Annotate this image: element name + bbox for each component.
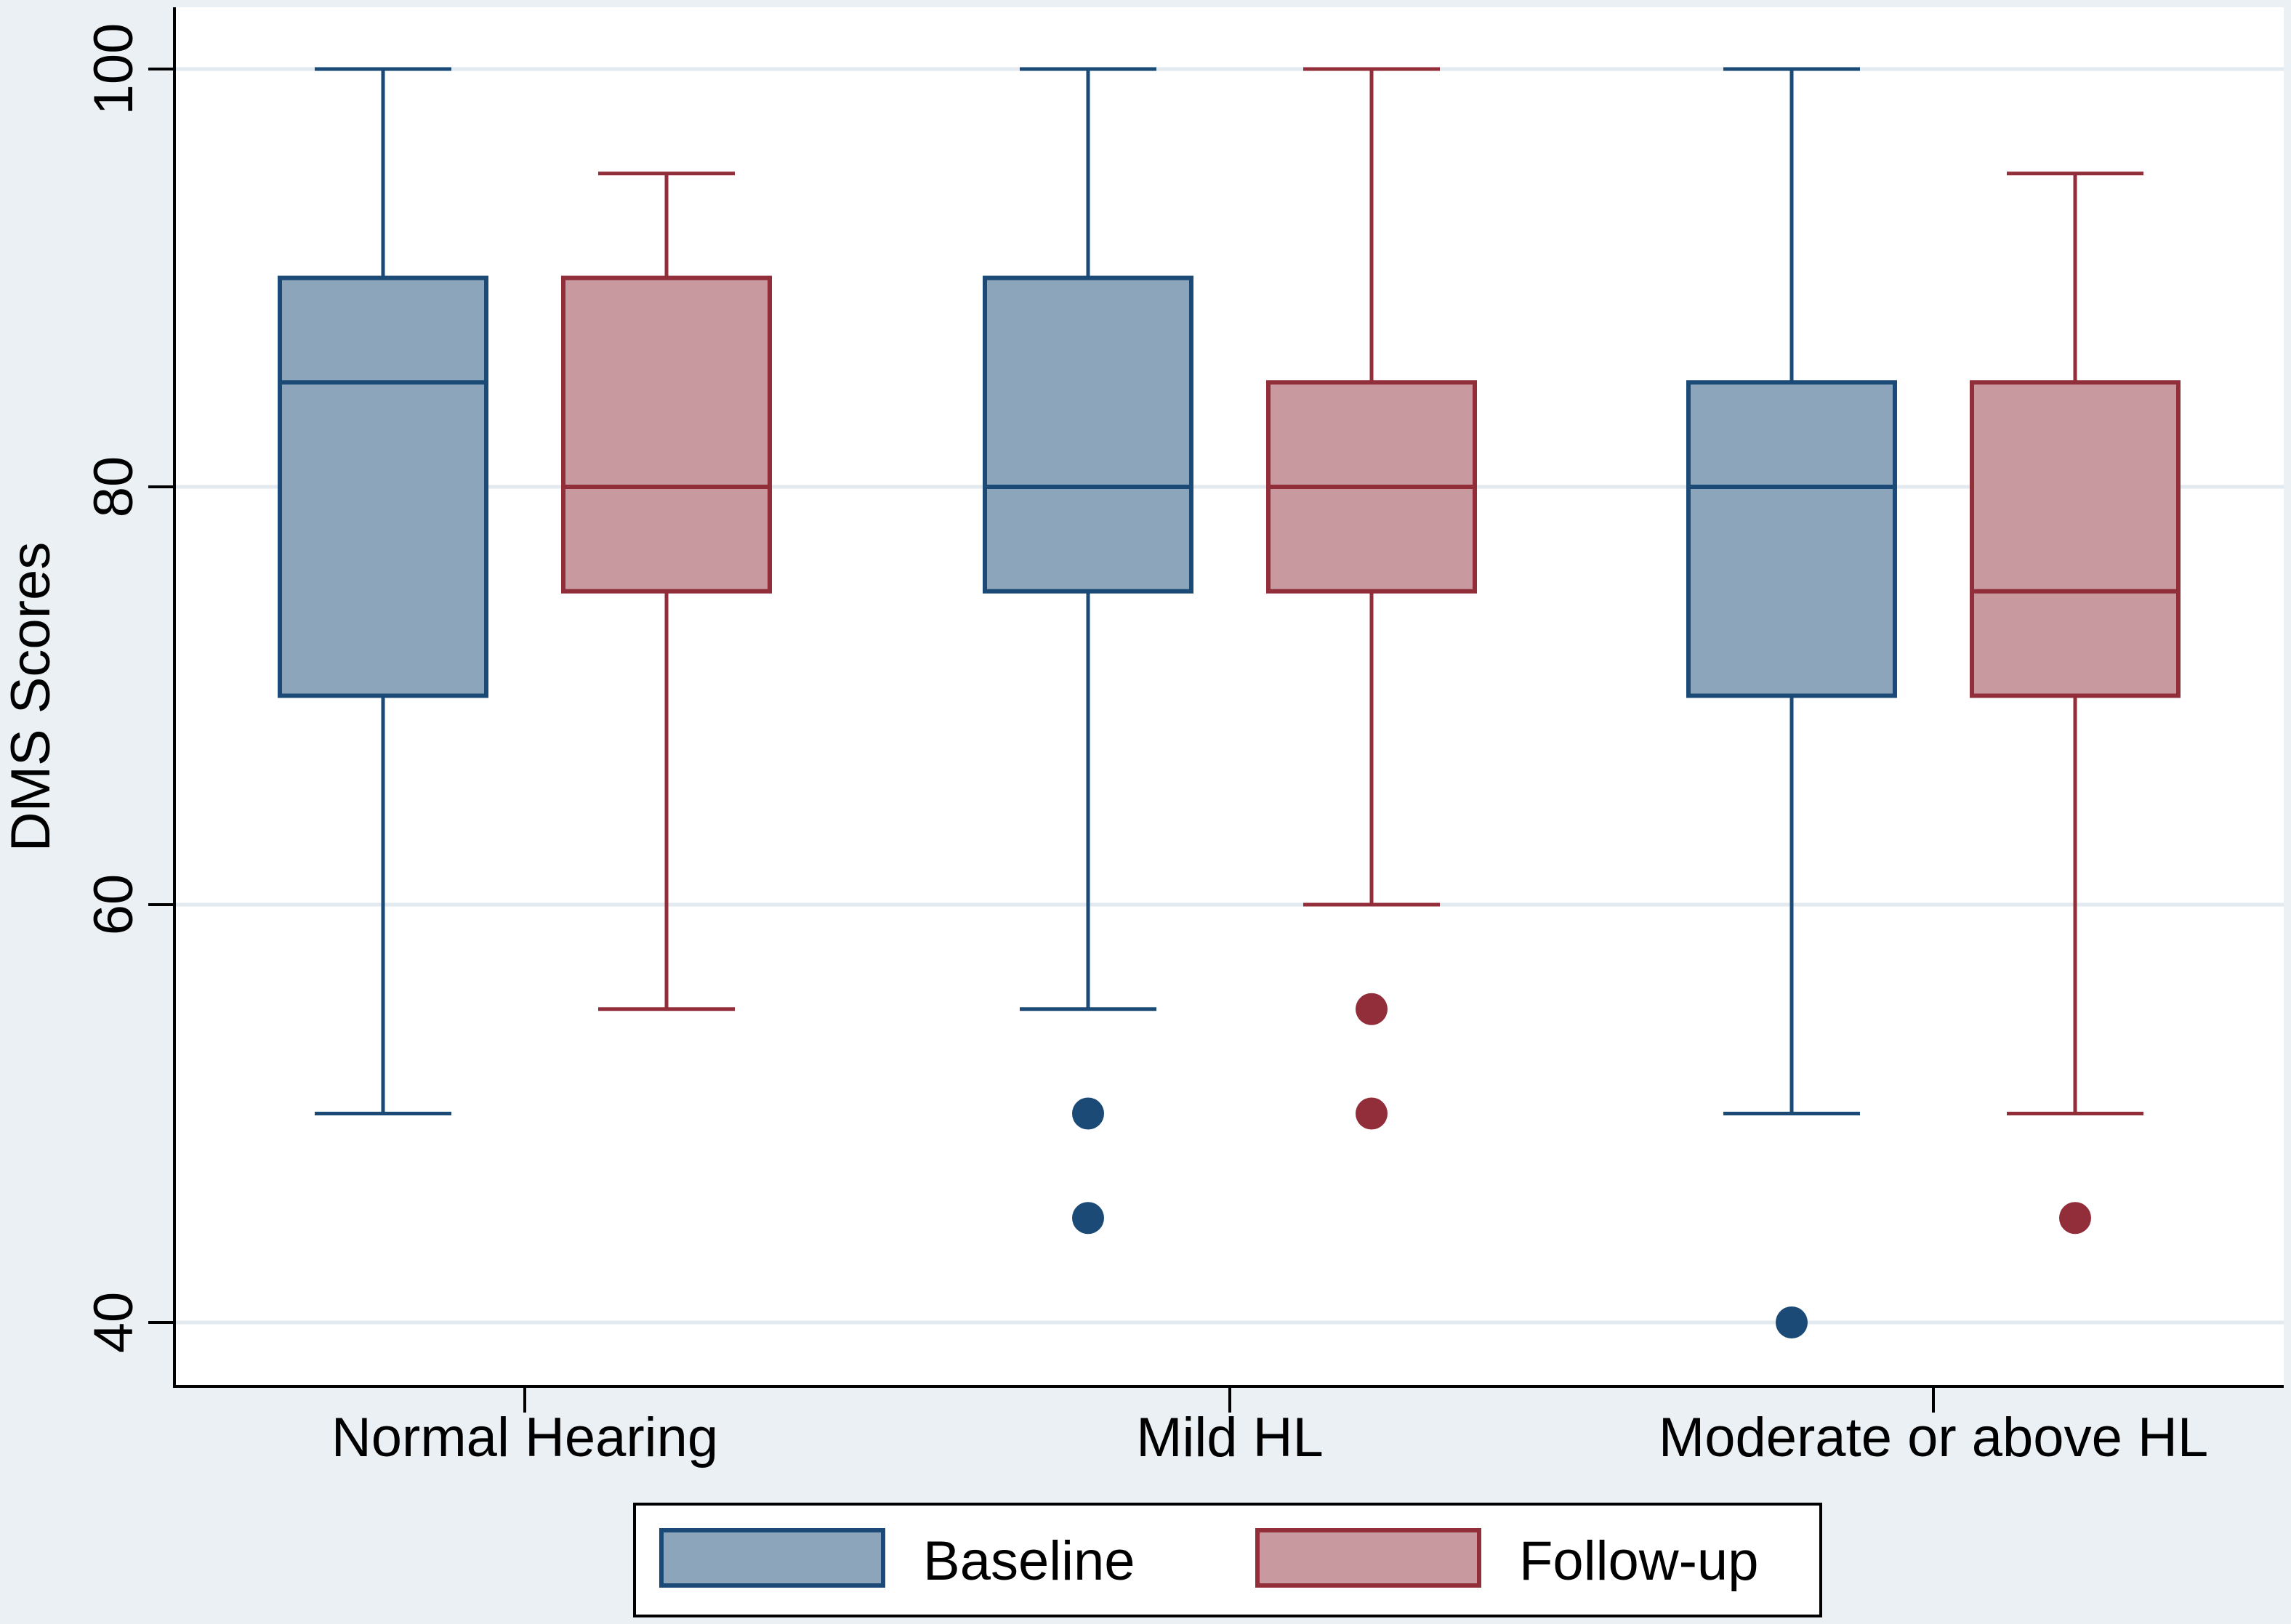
y-tick-label-80: 80	[83, 456, 145, 518]
legend-swatch-0	[659, 1528, 885, 1588]
outlier-point-1	[1072, 1202, 1104, 1235]
legend: Baseline Follow-up	[633, 1503, 1822, 1617]
legend-label-1: Follow-up	[1519, 1530, 1758, 1592]
outlier-point-0	[1072, 1097, 1104, 1130]
y-tick-label-60: 60	[83, 874, 145, 936]
outlier-point-0	[1776, 1306, 1808, 1338]
x-axis-ticks: Normal Hearing Mild HL Moderate or above H…	[331, 1386, 2208, 1469]
outlier-point-1	[1356, 1097, 1388, 1130]
iqr-box	[1970, 380, 2181, 698]
legend-swatch-1	[1255, 1528, 1481, 1588]
x-tick-label-0: Normal Hearing	[331, 1407, 718, 1469]
outlier-point-0	[2059, 1202, 2091, 1235]
box-series	[278, 67, 2181, 1338]
grid-lines	[174, 67, 2284, 1325]
x-tick-label-2: Moderate or above HL	[1659, 1407, 2208, 1469]
box-0-2	[1686, 67, 1897, 1338]
y-axis-label: DMS Scores	[0, 542, 62, 852]
box-0-0	[278, 67, 488, 1115]
legend-items: Baseline Follow-up	[659, 1528, 1758, 1592]
outlier-point-0	[1356, 993, 1388, 1025]
x-tick-label-1: Mild HL	[1136, 1407, 1324, 1469]
y-axis-ticks: 40 60 80 100	[83, 23, 174, 1354]
iqr-box	[561, 275, 772, 594]
box-1-2	[1970, 171, 2181, 1235]
y-tick-label-100: 100	[83, 23, 145, 116]
box-1-1	[1266, 67, 1477, 1130]
iqr-box	[983, 275, 1193, 594]
iqr-box	[1686, 380, 1897, 698]
y-tick-label-40: 40	[83, 1292, 145, 1354]
box-0-1	[983, 67, 1193, 1235]
iqr-box	[278, 275, 488, 698]
box-1-0	[561, 171, 772, 1011]
legend-label-0: Baseline	[923, 1530, 1135, 1592]
plot-area	[174, 7, 2284, 1386]
